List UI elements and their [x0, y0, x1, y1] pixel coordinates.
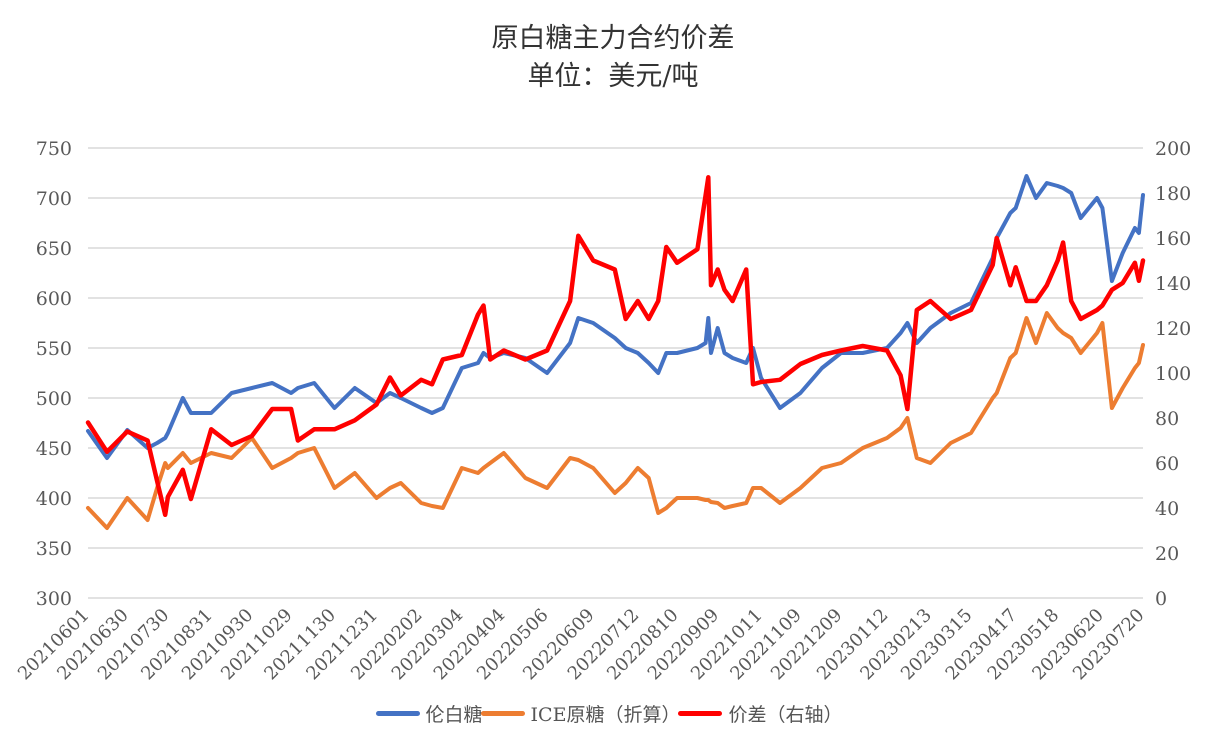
y-right-tick-label: 180	[1155, 183, 1191, 205]
legend-item-spread: 价差（右轴）	[678, 700, 842, 727]
legend: 伦白糖 ICE原糖（折算） 价差（右轴）	[0, 700, 1226, 727]
y-right-tick-label: 0	[1155, 588, 1167, 610]
y-left-tick-label: 750	[36, 138, 72, 160]
y-right-tick-label: 120	[1155, 318, 1191, 340]
chart-subtitle: 单位：美元/吨	[527, 61, 699, 92]
legend-item-ice: ICE原糖（折算）	[480, 700, 681, 727]
y-right-tick-label: 40	[1155, 498, 1179, 520]
legend-label: 价差（右轴）	[728, 704, 843, 726]
legend-label: 伦白糖	[425, 704, 483, 726]
legend-swatch	[375, 711, 420, 716]
y-right-tick-label: 200	[1155, 138, 1191, 160]
legend-swatch	[678, 711, 723, 716]
legend-item-london: 伦白糖	[375, 700, 483, 727]
y-right-tick-label: 160	[1155, 228, 1191, 250]
y-left-tick-label: 350	[36, 538, 72, 560]
y-left-tick-label: 600	[36, 288, 72, 310]
legend-label: ICE原糖（折算）	[530, 704, 681, 726]
series-line-london-white	[86, 174, 1145, 460]
y-right-tick-label: 80	[1155, 408, 1179, 430]
chart-title: 原白糖主力合约价差	[491, 23, 735, 54]
series-line-spread	[85, 175, 1146, 518]
legend-swatch	[480, 711, 525, 716]
series-line-ice-raw	[86, 311, 1145, 530]
y-left-tick-label: 400	[36, 488, 72, 510]
y-right-tick-label: 60	[1155, 453, 1179, 475]
y-left-tick-label: 450	[36, 438, 72, 460]
y-right-tick-label: 140	[1155, 273, 1191, 295]
y-left-tick-label: 650	[36, 238, 72, 260]
y-left-tick-label: 550	[36, 338, 72, 360]
y-left-tick-label: 300	[36, 588, 72, 610]
y-left-tick-label: 500	[36, 388, 72, 410]
y-right-tick-label: 100	[1155, 363, 1191, 385]
y-right-tick-label: 20	[1155, 543, 1179, 565]
y-left-tick-label: 700	[36, 188, 72, 210]
